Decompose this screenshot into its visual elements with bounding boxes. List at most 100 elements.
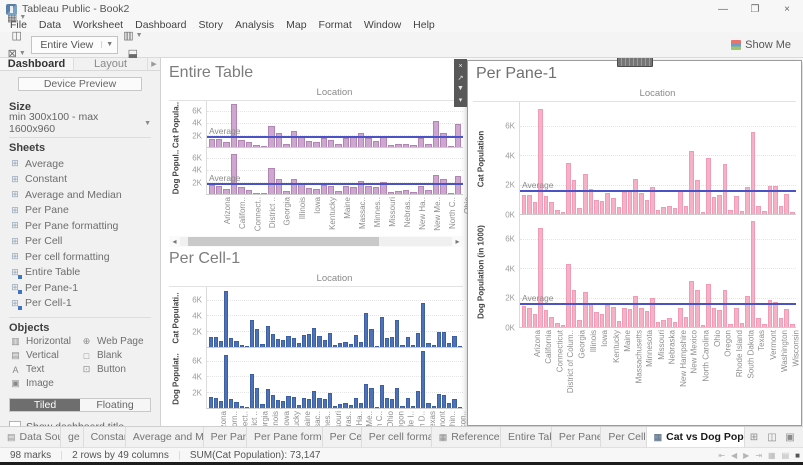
bar[interactable] <box>633 179 638 214</box>
bar[interactable] <box>560 325 566 327</box>
bar[interactable] <box>402 190 410 194</box>
bar[interactable] <box>678 307 683 327</box>
bar[interactable] <box>348 405 353 408</box>
object-horizontal[interactable]: ▥ Horizontal <box>9 336 80 347</box>
bar[interactable] <box>454 124 462 147</box>
scroll-left-icon[interactable]: ◂ <box>172 237 177 246</box>
bar[interactable] <box>218 401 224 408</box>
last-sheet-icon[interactable]: ⇥ <box>755 450 763 460</box>
bar[interactable] <box>395 144 402 147</box>
bar[interactable] <box>683 317 689 327</box>
bar[interactable] <box>342 138 350 147</box>
bar[interactable] <box>447 192 454 194</box>
bar[interactable] <box>239 344 244 347</box>
bar[interactable] <box>538 228 543 327</box>
bar[interactable] <box>711 307 717 327</box>
bar[interactable] <box>577 207 583 214</box>
object-vertical[interactable]: ▤ Vertical <box>9 350 80 361</box>
bar[interactable] <box>312 391 317 408</box>
bar[interactable] <box>627 190 633 214</box>
bar[interactable] <box>260 146 268 147</box>
object-blank[interactable]: □ Blank <box>80 350 151 361</box>
bar[interactable] <box>728 210 734 214</box>
scrollbar-track[interactable] <box>180 237 452 246</box>
bar[interactable] <box>307 398 312 408</box>
bar[interactable] <box>560 212 566 214</box>
menu-story[interactable]: Story <box>198 19 223 31</box>
bar[interactable] <box>426 403 431 408</box>
row-field-label[interactable]: Dog Populat.. <box>171 352 180 405</box>
bar[interactable] <box>395 191 402 194</box>
bar[interactable] <box>417 186 425 194</box>
bar[interactable] <box>711 196 717 214</box>
bar[interactable] <box>364 383 369 408</box>
object-web-page[interactable]: ⊕ Web Page <box>80 336 151 347</box>
column-field-header[interactable]: Location <box>169 272 463 287</box>
sheet-tab-per-pane-1[interactable]: Per Pane-1 <box>552 427 602 447</box>
bar[interactable] <box>327 392 332 408</box>
bar[interactable] <box>405 397 410 408</box>
bar[interactable] <box>666 205 672 214</box>
column-field-header[interactable]: Location <box>169 86 463 101</box>
presentation-mode-button[interactable]: ⬓ <box>123 45 142 63</box>
bar[interactable] <box>678 190 683 214</box>
show-me-button[interactable]: Show Me <box>731 39 797 51</box>
next-sheet-icon[interactable]: ▶ <box>743 450 750 460</box>
bar[interactable] <box>322 339 327 347</box>
bar[interactable] <box>338 404 343 408</box>
menu-help[interactable]: Help <box>413 19 435 31</box>
bar[interactable] <box>425 143 432 147</box>
bar[interactable] <box>281 340 286 347</box>
bar[interactable] <box>372 187 380 194</box>
bar[interactable] <box>417 137 425 147</box>
sheet-item-entire-table[interactable]: ⊞ Entire Table <box>9 265 151 281</box>
zone-entire-table[interactable]: Entire Table Location Cat Popula.. 6K 4K 2K A… <box>169 62 472 247</box>
row-field-label[interactable]: Dog Popul.. <box>171 149 180 194</box>
bar[interactable] <box>260 343 265 347</box>
new-worksheet-button[interactable]: ▦ ▼ <box>7 9 26 27</box>
bar[interactable] <box>275 339 281 347</box>
bar[interactable] <box>218 340 224 347</box>
bar[interactable] <box>644 200 650 214</box>
bar[interactable] <box>790 211 795 214</box>
bar[interactable] <box>447 402 452 408</box>
sheet-item-per-cell-1[interactable]: ⊞ Per Cell-1 <box>9 296 151 312</box>
bar[interactable] <box>223 142 230 147</box>
panel-collapse-icon[interactable]: ▶ <box>151 61 157 68</box>
bar[interactable] <box>532 202 538 214</box>
tab-dashboard[interactable]: Dashboard <box>0 58 74 70</box>
bar[interactable] <box>588 188 594 214</box>
bar[interactable] <box>320 184 327 194</box>
bar[interactable] <box>441 394 447 408</box>
show-hide-cards-button[interactable]: ▥ ▼ <box>123 27 142 45</box>
bar[interactable] <box>384 397 390 408</box>
device-preview-button[interactable]: Device Preview <box>18 77 142 91</box>
bar[interactable] <box>244 407 249 408</box>
bar[interactable] <box>402 143 410 147</box>
first-sheet-icon[interactable]: ⇤ <box>718 450 726 460</box>
bar[interactable] <box>700 211 706 214</box>
bar[interactable] <box>605 192 610 214</box>
sheet-item-per-pane-1[interactable]: ⊞ Per Pane-1 <box>9 280 151 296</box>
bar[interactable] <box>215 139 223 147</box>
use-as-filter-icon[interactable]: ▼ <box>457 85 464 92</box>
bar[interactable] <box>778 317 784 327</box>
bar[interactable] <box>447 146 454 147</box>
bar[interactable] <box>571 289 577 327</box>
bar[interactable] <box>655 209 661 214</box>
bar[interactable] <box>532 314 538 327</box>
bar[interactable] <box>436 393 441 408</box>
bar[interactable] <box>431 345 436 347</box>
bar[interactable] <box>387 192 395 194</box>
show-filmstrip-icon[interactable]: ▤ <box>781 450 790 460</box>
bar[interactable] <box>343 342 348 347</box>
bar[interactable] <box>555 209 560 214</box>
bar[interactable] <box>400 406 405 408</box>
bar[interactable] <box>322 399 327 408</box>
bar[interactable] <box>672 208 678 214</box>
bar[interactable] <box>358 342 364 347</box>
bar[interactable] <box>270 333 275 347</box>
bar[interactable] <box>365 186 372 194</box>
bar[interactable] <box>215 186 223 194</box>
bar[interactable] <box>313 141 320 147</box>
